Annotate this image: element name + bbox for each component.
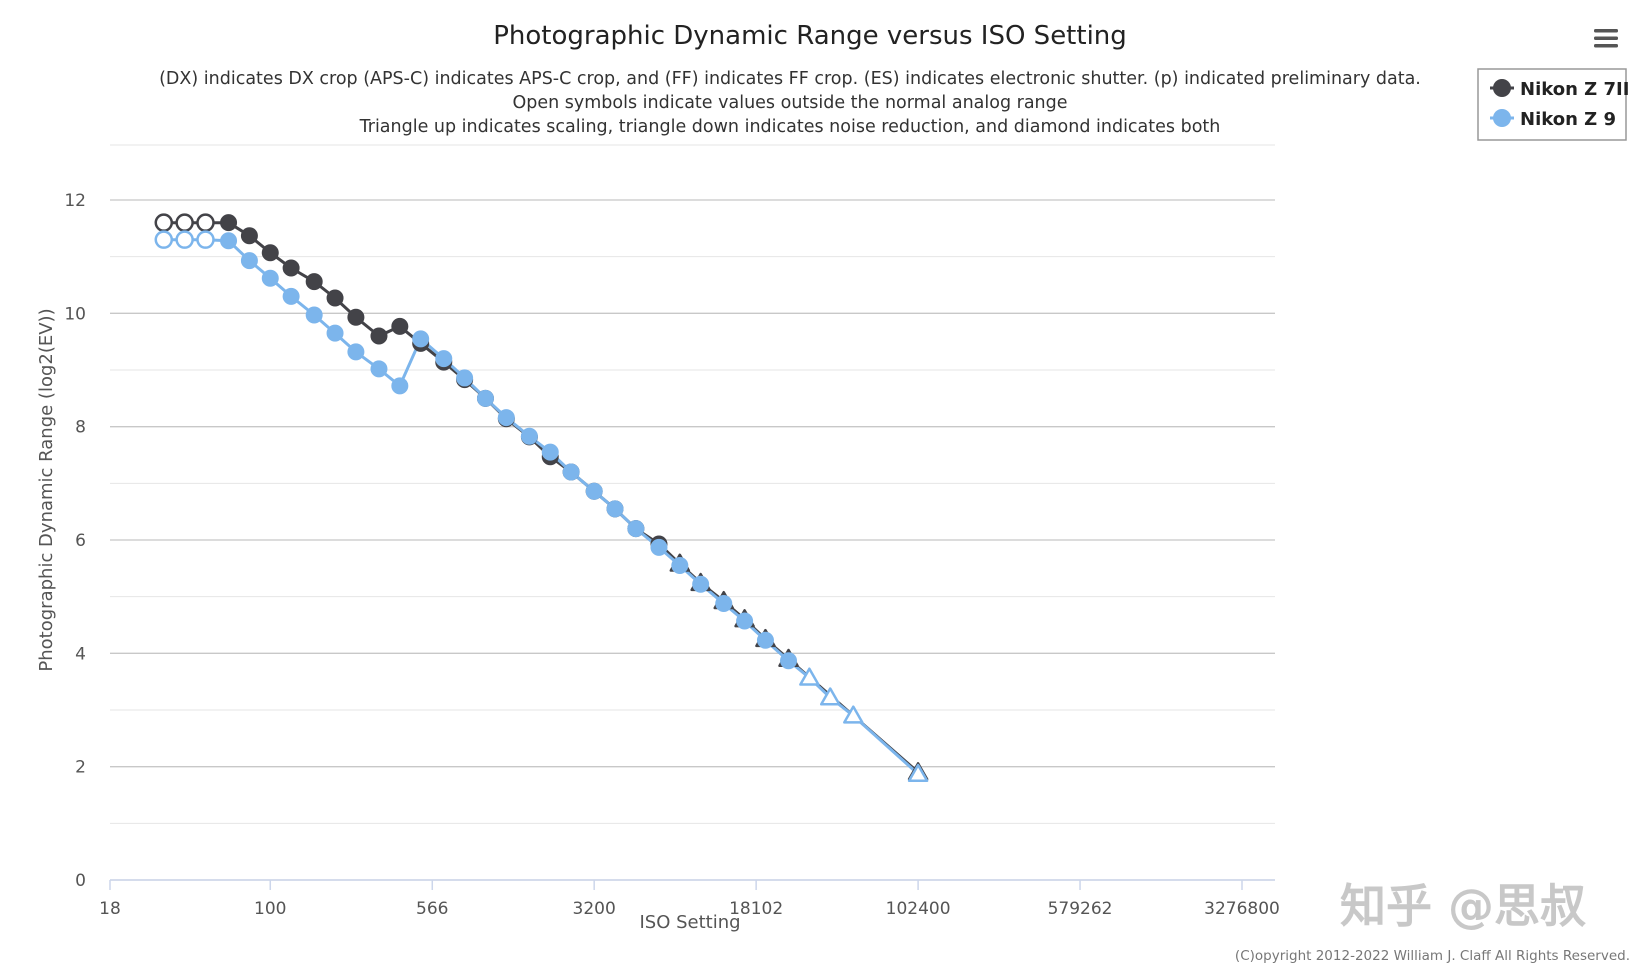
data-point[interactable] (261, 269, 279, 287)
data-point[interactable] (326, 324, 344, 342)
data-point[interactable] (347, 343, 365, 361)
data-point[interactable] (799, 667, 820, 686)
data-point[interactable] (370, 327, 388, 345)
data-point[interactable] (220, 214, 238, 232)
x-tick-label: 18 (99, 899, 121, 919)
data-point[interactable] (154, 230, 174, 249)
data-point[interactable] (907, 763, 929, 783)
y-tick-label: 8 (75, 418, 86, 438)
watermark: 知乎 @思叔 (1340, 879, 1586, 933)
data-point[interactable] (541, 443, 559, 461)
y-tick-label: 10 (64, 304, 86, 324)
y-tick-label: 6 (75, 531, 86, 551)
legend-marker-nikon-z9 (1493, 109, 1511, 127)
x-tick-label: 102400 (886, 899, 951, 919)
x-tick-label: 18102 (729, 899, 783, 919)
legend-item-nikon-z9[interactable]: Nikon Z 9 (1490, 109, 1616, 130)
series-line-1 (163, 238, 920, 776)
data-point[interactable] (347, 308, 365, 326)
data-point[interactable] (650, 538, 668, 556)
chart-title: Photographic Dynamic Range versus ISO Se… (493, 21, 1127, 51)
x-tick-label: 579262 (1048, 899, 1113, 919)
x-tick-label: 3276800 (1204, 899, 1280, 919)
plot-area: 18 100 566 3200 18102 102400 579262 3276800 0 2 4 6… (64, 144, 1280, 919)
data-point[interactable] (196, 230, 215, 249)
data-point[interactable] (671, 557, 689, 574)
x-tick-label: 566 (416, 899, 448, 919)
x-axis-title: ISO Setting (639, 912, 740, 933)
data-point[interactable] (497, 409, 515, 427)
data-point[interactable] (736, 612, 754, 630)
data-point[interactable] (520, 427, 538, 445)
data-point[interactable] (715, 594, 733, 612)
data-point[interactable] (435, 350, 453, 368)
hamburger-menu-icon[interactable] (1594, 26, 1618, 50)
x-tick-label: 3200 (573, 899, 616, 919)
data-point[interactable] (326, 289, 344, 307)
legend-item-nikon-z7ii[interactable]: Nikon Z 7II (1490, 79, 1629, 100)
data-point[interactable] (305, 273, 323, 291)
data-point[interactable] (220, 232, 238, 250)
data-point[interactable] (843, 705, 864, 724)
y-tick-label: 0 (75, 871, 86, 891)
data-point[interactable] (562, 463, 580, 481)
data-point[interactable] (412, 330, 430, 348)
data-point[interactable] (692, 575, 710, 593)
data-point[interactable] (154, 213, 174, 232)
y-tick-label: 12 (64, 191, 86, 211)
data-point[interactable] (305, 306, 323, 324)
data-point[interactable] (175, 230, 194, 249)
chart-subtitle-line-1: (DX) indicates DX crop (APS-C) indicates… (159, 69, 1421, 89)
data-point[interactable] (240, 252, 258, 270)
legend-marker-nikon-z7ii (1493, 79, 1511, 97)
data-point[interactable] (780, 652, 798, 670)
data-point[interactable] (175, 213, 194, 232)
chart-subtitle-line-3: Triangle up indicates scaling, triangle … (359, 117, 1221, 137)
data-point[interactable] (261, 244, 279, 262)
data-point[interactable] (756, 631, 774, 649)
data-point[interactable] (240, 227, 258, 245)
series-line-0 (163, 221, 920, 774)
y-tick-label: 2 (75, 758, 86, 778)
data-point[interactable] (585, 482, 603, 500)
data-point[interactable] (627, 520, 645, 538)
credits[interactable]: (C)opyright 2012-2022 William J. Claff A… (1235, 948, 1630, 964)
data-point[interactable] (456, 369, 474, 387)
legend-label-nikon-z9: Nikon Z 9 (1520, 109, 1616, 130)
data-point[interactable] (391, 317, 409, 335)
x-tick-label: 100 (254, 899, 286, 919)
y-axis-title: Photographic Dynamic Range (log2(EV)) (36, 308, 57, 671)
data-point[interactable] (391, 377, 409, 395)
y-tick-label: 4 (75, 644, 86, 664)
chart-subtitle-line-2: Open symbols indicate values outside the… (512, 93, 1067, 113)
data-point[interactable] (196, 213, 215, 232)
data-point[interactable] (476, 389, 494, 407)
data-point[interactable] (819, 687, 841, 706)
data-point[interactable] (606, 500, 624, 518)
data-point[interactable] (282, 287, 300, 305)
data-point[interactable] (282, 259, 300, 277)
legend: Nikon Z 7II Nikon Z 9 (1477, 68, 1629, 141)
legend-label-nikon-z7ii: Nikon Z 7II (1520, 79, 1629, 100)
data-point[interactable] (370, 360, 388, 378)
